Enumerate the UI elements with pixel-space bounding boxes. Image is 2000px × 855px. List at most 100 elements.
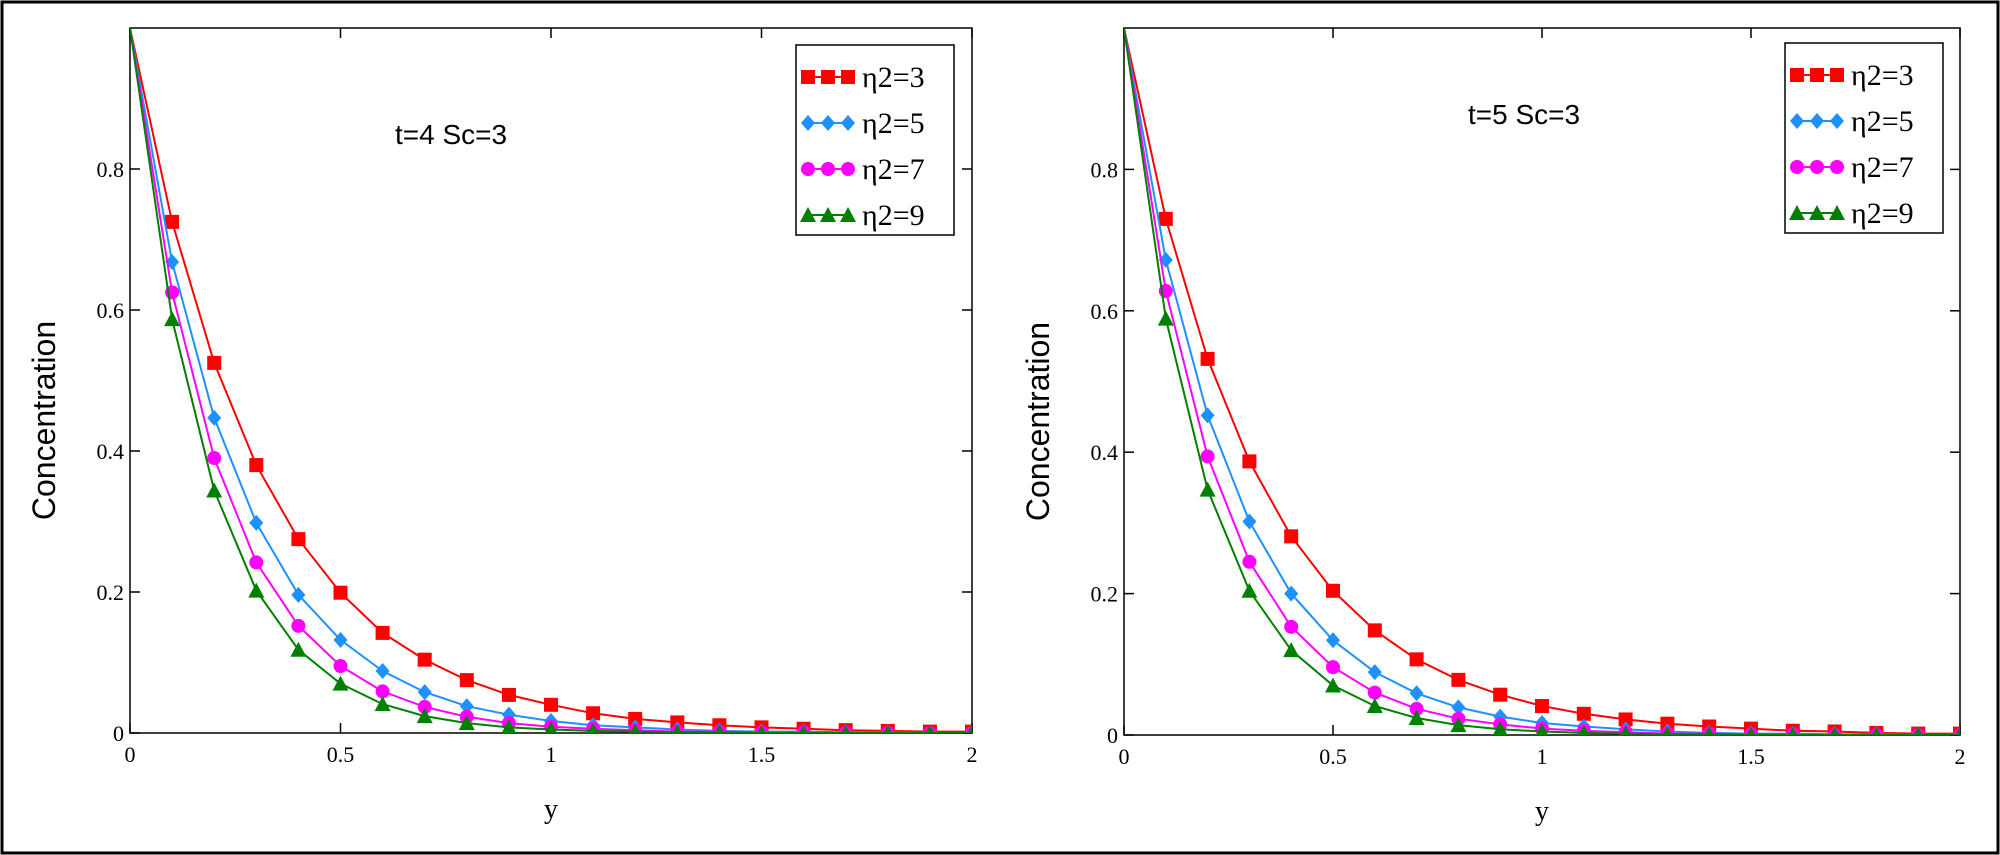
- x-axis-title: y: [1535, 796, 1549, 827]
- legend-marker: [1790, 113, 1804, 129]
- data-point-series-1: [1284, 529, 1299, 544]
- data-point-series-4: [1492, 721, 1508, 735]
- data-point-series-4: [967, 725, 972, 733]
- data-point-series-3: [207, 451, 222, 466]
- data-point-series-3: [291, 618, 306, 633]
- y-tick-label: 0.6: [97, 298, 125, 323]
- data-point-series-1: [1367, 623, 1382, 638]
- legend-marker: [841, 162, 855, 176]
- y-tick-label: 0: [113, 721, 124, 746]
- legend-label: η2=9: [1851, 197, 1914, 230]
- y-axis-title: Concentration: [1020, 322, 1056, 521]
- legend-marker: [820, 207, 836, 222]
- data-point-series-4: [544, 721, 558, 733]
- chart-right: 0 0.5 1 1.5 2 0 0.2 0.4 0.6 0.8 y Concentration t=5 …: [1020, 27, 1966, 827]
- data-point-series-4: [841, 725, 850, 733]
- data-point-series-4: [501, 719, 517, 733]
- data-point-series-4: [1535, 723, 1549, 735]
- data-point-series-4: [714, 724, 725, 733]
- data-point-series-1: [1618, 712, 1633, 727]
- legend-marker: [801, 162, 815, 176]
- x-tick-label: 0.5: [1319, 744, 1347, 769]
- data-point-series-4: [757, 725, 766, 733]
- x-tick-label: 2: [967, 742, 978, 767]
- data-point-series-2: [1200, 407, 1215, 424]
- legend-marker: [1829, 205, 1845, 220]
- data-point-series-4: [672, 724, 682, 733]
- data-point-series-2: [333, 631, 348, 648]
- x-tick-label: 1.5: [1737, 744, 1765, 769]
- data-point-series-4: [416, 708, 433, 724]
- legend-marker: [1790, 68, 1804, 82]
- y-axis-title: Concentration: [26, 321, 62, 520]
- data-point-series-2: [1326, 632, 1340, 649]
- data-point-series-4: [1408, 710, 1425, 726]
- data-point-series-2: [249, 514, 264, 531]
- data-point-series-4: [290, 641, 307, 657]
- legend-marker: [1810, 68, 1824, 82]
- y-tick-label: 0.8: [1091, 157, 1119, 182]
- data-point-series-1: [459, 673, 474, 688]
- data-point-series-1: [628, 711, 643, 726]
- data-point-series-4: [1788, 727, 1798, 735]
- y-tick-label: 0.6: [1091, 299, 1119, 324]
- data-point-series-4: [1450, 717, 1467, 733]
- x-tick-label: 1.5: [748, 742, 776, 767]
- data-point-series-1: [501, 687, 516, 702]
- data-point-series-3: [1242, 554, 1257, 569]
- data-point-series-1: [1200, 351, 1215, 366]
- data-point-series-4: [1872, 727, 1881, 735]
- legend-label: η2=5: [1851, 105, 1914, 138]
- data-point-series-4: [1199, 481, 1216, 497]
- parameter-annotation: t=5 Sc=3: [1468, 99, 1580, 130]
- data-point-series-1: [249, 458, 264, 473]
- legend-marker: [821, 162, 835, 176]
- data-point-series-4: [630, 723, 641, 733]
- legend-label: η2=3: [862, 61, 925, 94]
- data-point-series-2: [1451, 699, 1466, 716]
- data-point-series-2: [1409, 685, 1424, 702]
- data-point-series-2: [291, 586, 306, 603]
- data-point-series-4: [1955, 727, 1960, 735]
- data-point-series-4: [332, 675, 349, 691]
- data-point-series-3: [333, 659, 348, 674]
- data-point-series-4: [925, 725, 935, 733]
- data-point-series-3: [375, 684, 390, 699]
- legend-marker: [1830, 68, 1844, 82]
- legend-label: η2=9: [862, 199, 925, 232]
- data-point-series-1: [1535, 699, 1549, 714]
- legend-label: η2=5: [862, 107, 925, 140]
- data-point-series-1: [1409, 652, 1424, 667]
- data-point-series-4: [1746, 727, 1756, 735]
- data-point-series-2: [417, 684, 432, 701]
- series-group: [130, 28, 972, 733]
- y-tick-label: 0: [1107, 723, 1118, 748]
- data-point-series-4: [587, 722, 599, 733]
- data-point-series-4: [1241, 582, 1258, 598]
- data-point-series-4: [458, 715, 475, 731]
- data-point-series-2: [459, 698, 474, 715]
- legend-marker: [821, 115, 835, 131]
- data-point-series-4: [1157, 310, 1174, 326]
- legend-marker: [1789, 205, 1805, 220]
- data-point-series-4: [1704, 726, 1714, 735]
- legend-label: η2=7: [1851, 151, 1914, 184]
- data-point-series-1: [544, 697, 558, 712]
- data-point-series-4: [1913, 727, 1923, 735]
- data-point-series-4: [1283, 642, 1300, 658]
- data-point-series-1: [1158, 211, 1173, 226]
- parameter-annotation: t=4 Sc=3: [395, 119, 507, 150]
- y-tick-label: 0.2: [1091, 582, 1119, 607]
- data-point-series-4: [374, 696, 391, 712]
- data-point-series-2: [1367, 664, 1382, 681]
- data-point-series-1: [291, 532, 306, 547]
- data-point-series-2: [207, 409, 222, 426]
- data-point-series-3: [249, 555, 264, 570]
- data-point-series-4: [1325, 677, 1341, 693]
- x-tick-label: 1: [1537, 744, 1548, 769]
- data-point-series-4: [1578, 724, 1590, 735]
- data-point-series-4: [1830, 727, 1839, 735]
- data-point-series-2: [1242, 513, 1257, 530]
